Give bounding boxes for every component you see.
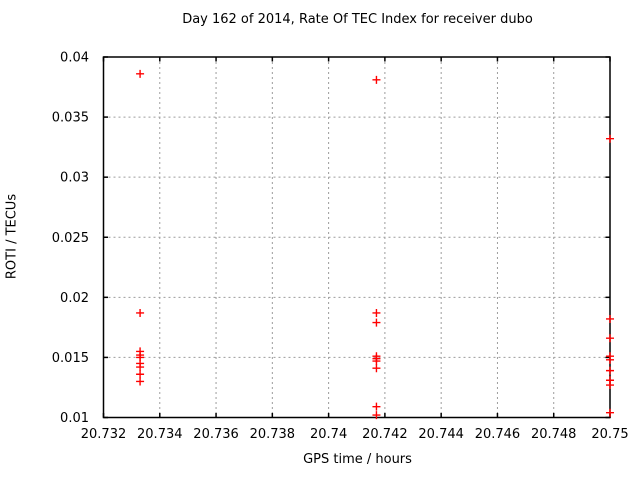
tick-labels: 20.732 20.734 20.736 20.738 20.74 20.742 20.74… bbox=[52, 51, 629, 443]
x-tick-label: 20.748 bbox=[531, 427, 577, 442]
data-point-marker bbox=[606, 314, 614, 323]
data-points bbox=[136, 69, 614, 420]
data-point-marker bbox=[372, 411, 381, 420]
data-point-marker bbox=[606, 334, 614, 343]
x-tick-label: 20.74 bbox=[310, 427, 347, 442]
x-tick-label: 20.742 bbox=[362, 427, 408, 442]
x-tick-label: 20.736 bbox=[193, 427, 239, 442]
x-tick-label: 20.75 bbox=[591, 427, 628, 442]
data-point-marker bbox=[606, 355, 614, 364]
data-point-marker bbox=[606, 381, 614, 390]
y-tick-label: 0.03 bbox=[60, 171, 89, 186]
data-point-marker bbox=[136, 363, 145, 372]
data-point-marker bbox=[372, 402, 381, 411]
data-point-marker bbox=[606, 408, 614, 417]
data-point-marker bbox=[136, 370, 145, 379]
data-point-marker bbox=[136, 377, 145, 386]
data-point-marker bbox=[136, 308, 145, 317]
x-tick-label: 20.746 bbox=[475, 427, 521, 442]
y-tick-label: 0.01 bbox=[60, 411, 89, 426]
data-point-marker bbox=[606, 134, 614, 143]
x-tick-label: 20.744 bbox=[418, 427, 464, 442]
gridlines bbox=[103, 56, 611, 418]
chart-title: Day 162 of 2014, Rate Of TEC Index for r… bbox=[182, 12, 533, 27]
y-tick-label: 0.015 bbox=[52, 351, 89, 366]
x-axis-label: GPS time / hours bbox=[303, 452, 412, 467]
y-tick-label: 0.04 bbox=[60, 51, 89, 66]
data-point-marker bbox=[372, 364, 381, 373]
x-tick-label: 20.734 bbox=[137, 427, 183, 442]
y-tick-label: 0.02 bbox=[60, 291, 89, 306]
data-point-marker bbox=[372, 75, 381, 84]
data-point-marker bbox=[136, 69, 145, 78]
x-tick-label: 20.738 bbox=[250, 427, 296, 442]
y-tick-label: 0.035 bbox=[52, 111, 89, 126]
y-tick-label: 0.025 bbox=[52, 231, 89, 246]
data-point-marker bbox=[372, 308, 381, 317]
x-tick-label: 20.732 bbox=[81, 427, 127, 442]
data-point-marker bbox=[606, 366, 614, 375]
tick-marks bbox=[102, 56, 611, 419]
data-point-marker bbox=[372, 357, 381, 366]
data-point-marker bbox=[372, 318, 381, 327]
